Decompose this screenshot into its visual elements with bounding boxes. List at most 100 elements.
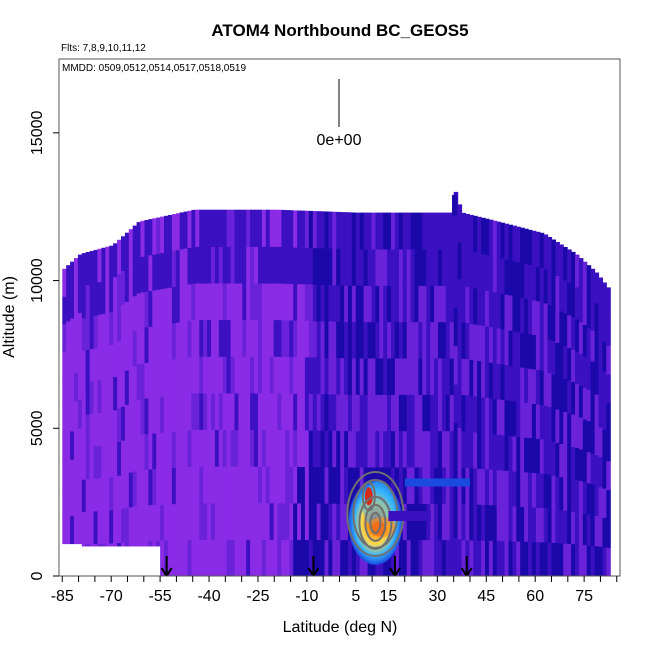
curtain-cell: [132, 260, 138, 297]
curtain-cell: [449, 321, 455, 359]
curtain-cell: [348, 539, 353, 576]
curtain-cell: [355, 358, 361, 395]
curtain-cell: [430, 321, 435, 359]
curtain-cell: [398, 358, 404, 395]
curtain-cell: [477, 432, 482, 469]
curtain-cell: [136, 469, 142, 506]
curtain-cell: [109, 344, 114, 379]
curtain-cell: [261, 319, 267, 357]
curtain-cell: [62, 323, 67, 352]
curtain-cell: [101, 444, 106, 479]
curtain-cell: [308, 210, 314, 248]
curtain-cell: [226, 282, 232, 321]
curtain-cell: [171, 358, 177, 396]
contour-line: [361, 481, 376, 512]
curtain-cell: [504, 435, 509, 471]
curtain-cell: [418, 430, 423, 468]
curtain-cell: [148, 397, 153, 434]
curtain-cell: [488, 540, 494, 576]
curtain-cell: [406, 539, 412, 576]
curtain-cell: [199, 356, 204, 394]
curtain-cell: [528, 299, 533, 335]
curtain-cell: [289, 393, 294, 431]
curtain-cell: [332, 466, 337, 504]
curtain-cell: [242, 429, 247, 467]
curtain-cell: [117, 407, 122, 443]
curtain-cell: [445, 285, 451, 323]
curtain-cell: [124, 232, 130, 268]
curtain-cell: [77, 427, 83, 458]
curtain-cell: [582, 324, 588, 357]
x-tick-label: 60: [526, 588, 544, 605]
curtain-cell: [394, 394, 400, 432]
curtain-cell: [277, 466, 282, 504]
curtain-cell: [144, 504, 149, 541]
curtain-cell: [449, 358, 455, 395]
curtain-cell: [199, 502, 204, 540]
curtain-cell: [152, 218, 157, 255]
curtain-cell: [575, 254, 580, 288]
curtain-cell: [304, 247, 310, 285]
curtain-cell: [312, 393, 318, 431]
x-tick-label: 45: [477, 588, 495, 605]
curtain-cell: [602, 458, 607, 489]
curtain-cell: [477, 504, 482, 541]
curtain-cell: [261, 539, 267, 576]
curtain-cell: [351, 394, 357, 432]
curtain-cell: [496, 469, 502, 506]
curtain-cell: [85, 381, 91, 415]
curtain-cell: [496, 505, 502, 542]
curtain-cell: [328, 539, 333, 576]
curtain-cell: [457, 315, 463, 354]
curtain-cell: [520, 227, 525, 264]
curtain-cell: [453, 307, 459, 347]
curtain-cell: [594, 363, 600, 395]
curtain-cell: [606, 547, 611, 576]
plume-field: [346, 470, 470, 565]
curtain-cell: [461, 503, 466, 541]
curtain-cell: [398, 285, 404, 323]
curtain-cell: [426, 285, 431, 323]
curtain-cell: [70, 402, 75, 432]
curtain-cell: [488, 326, 494, 363]
curtain-cell: [85, 478, 91, 512]
curtain-cell: [363, 358, 369, 395]
curtain-cell: [85, 349, 91, 383]
curtain-cell: [469, 214, 474, 252]
curtain-cell: [434, 430, 439, 468]
curtain-cell: [214, 209, 220, 247]
curtain-cell: [304, 466, 310, 504]
curtain-cell: [481, 217, 486, 255]
curtain-cell: [211, 319, 216, 357]
curtain-cell: [117, 374, 122, 409]
curtain-cell: [516, 261, 521, 298]
curtain-cell: [89, 478, 95, 512]
curtain-cell: [195, 392, 200, 430]
curtain-cell: [81, 446, 87, 480]
curtain-cell: [230, 392, 236, 430]
curtain-cell: [477, 216, 482, 254]
curtain-cell: [324, 539, 329, 576]
curtain-cell: [473, 323, 478, 361]
curtain-cell: [242, 466, 247, 504]
curtain-cell: [277, 356, 282, 394]
curtain-cell: [344, 394, 349, 432]
curtain-cell: [351, 321, 357, 359]
curtain-cell: [531, 403, 537, 439]
curtain-cell: [285, 283, 290, 321]
curtain-cell: [132, 330, 138, 367]
curtain-cell: [578, 512, 584, 545]
curtain-cell: [136, 292, 142, 329]
curtain-cell: [312, 357, 318, 395]
curtain-cell: [285, 319, 290, 357]
curtain-cell: [167, 395, 173, 433]
curtain-cell: [320, 503, 326, 541]
curtain-cell: [89, 316, 95, 350]
curtain-cell: [563, 279, 568, 314]
curtain-cell: [203, 539, 208, 576]
curtain-cell: [594, 302, 600, 334]
curtain-cell: [571, 381, 576, 415]
curtain-cell: [242, 282, 247, 321]
curtain-cell: [344, 248, 349, 286]
curtain-cell: [207, 466, 212, 504]
